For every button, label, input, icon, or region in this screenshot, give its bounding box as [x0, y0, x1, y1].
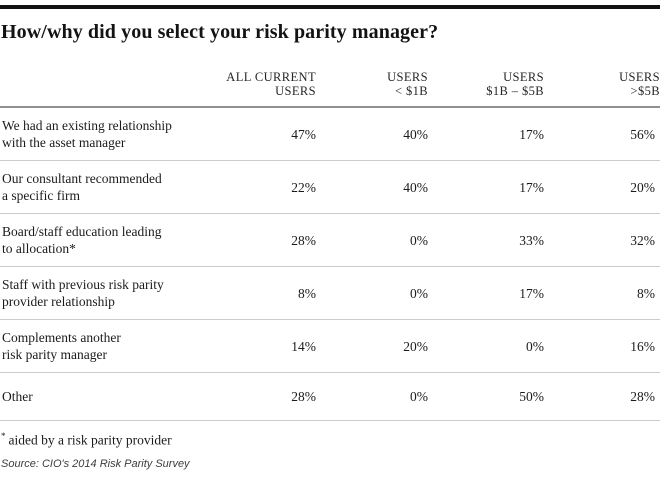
cell-value: 40% — [316, 160, 428, 214]
footnote: * aided by a risk parity provider — [1, 431, 660, 449]
cell-value: 17% — [428, 160, 544, 214]
cell-value: 20% — [544, 160, 660, 214]
header-empty-cell — [0, 48, 206, 108]
table-row: Board/staff education leading to allocat… — [0, 213, 660, 267]
row-label-line: risk parity manager — [2, 347, 107, 362]
row-label: Staff with previous risk parity provider… — [0, 266, 206, 320]
row-label-line: provider relationship — [2, 294, 115, 309]
row-label: Our consultant recommended a specific fi… — [0, 160, 206, 214]
table-row: Other 28% 0% 50% 28% — [0, 372, 660, 421]
cell-value: 0% — [316, 266, 428, 320]
cell-value: 16% — [544, 319, 660, 373]
row-label-line: Our consultant recommended — [2, 171, 162, 186]
row-label-line: We had an existing relationship — [2, 118, 172, 133]
column-header-line: >$5B — [630, 84, 660, 98]
cell-value: 17% — [428, 107, 544, 161]
column-header-line: USERS — [619, 70, 660, 84]
row-label-line: Other — [2, 389, 33, 404]
cell-value: 8% — [206, 266, 316, 320]
cell-value: 28% — [544, 372, 660, 421]
source-line: Source: CIO's 2014 Risk Parity Survey — [1, 457, 190, 470]
cell-value: 33% — [428, 213, 544, 267]
row-label: Other — [0, 372, 206, 421]
column-header-line: < $1B — [394, 84, 428, 98]
row-label-line: Complements another — [2, 330, 121, 345]
cell-value: 20% — [316, 319, 428, 373]
table-row: Our consultant recommended a specific fi… — [0, 160, 660, 214]
table-row: Complements another risk parity manager … — [0, 319, 660, 373]
row-label: Complements another risk parity manager — [0, 319, 206, 373]
table-body: We had an existing relationship with the… — [0, 107, 660, 421]
cell-value: 0% — [428, 319, 544, 373]
cell-value: 40% — [316, 107, 428, 161]
row-label-line: with the asset manager — [2, 135, 126, 150]
column-header-line: USERS — [387, 70, 428, 84]
header-row: ALL CURRENT USERS USERS < $1B USERS $1B … — [0, 48, 660, 108]
cell-value: 56% — [544, 107, 660, 161]
cell-value: 0% — [316, 372, 428, 421]
table-row: Staff with previous risk parity provider… — [0, 266, 660, 320]
column-header-users-under-1b: USERS < $1B — [316, 48, 428, 108]
survey-table: ALL CURRENT USERS USERS < $1B USERS $1B … — [0, 48, 660, 421]
column-header-line: $1B – $5B — [486, 84, 544, 98]
table-row: We had an existing relationship with the… — [0, 107, 660, 161]
cell-value: 28% — [206, 372, 316, 421]
cell-value: 17% — [428, 266, 544, 320]
row-label-line: Board/staff education leading — [2, 224, 162, 239]
top-rule — [0, 5, 660, 9]
cell-value: 0% — [316, 213, 428, 267]
cell-value: 32% — [544, 213, 660, 267]
footnote-marker: * — [1, 431, 6, 441]
column-header-line: USERS — [275, 84, 316, 98]
table-header: ALL CURRENT USERS USERS < $1B USERS $1B … — [0, 48, 660, 108]
cell-value: 50% — [428, 372, 544, 421]
figure-title: How/why did you select your risk parity … — [1, 21, 439, 43]
row-label: Board/staff education leading to allocat… — [0, 213, 206, 267]
column-header-line: USERS — [503, 70, 544, 84]
column-header-users-over-5b: USERS >$5B — [544, 48, 660, 108]
row-label-line: a specific firm — [2, 188, 80, 203]
column-header-line: ALL CURRENT — [226, 70, 316, 84]
row-label: We had an existing relationship with the… — [0, 107, 206, 161]
cell-value: 22% — [206, 160, 316, 214]
cell-value: 14% — [206, 319, 316, 373]
cell-value: 47% — [206, 107, 316, 161]
cell-value: 8% — [544, 266, 660, 320]
row-label-line: to allocation* — [2, 241, 76, 256]
cell-value: 28% — [206, 213, 316, 267]
row-label-line: Staff with previous risk parity — [2, 277, 164, 292]
footnote-text: aided by a risk parity provider — [8, 432, 172, 448]
column-header-all-current-users: ALL CURRENT USERS — [206, 48, 316, 108]
column-header-users-1b-5b: USERS $1B – $5B — [428, 48, 544, 108]
